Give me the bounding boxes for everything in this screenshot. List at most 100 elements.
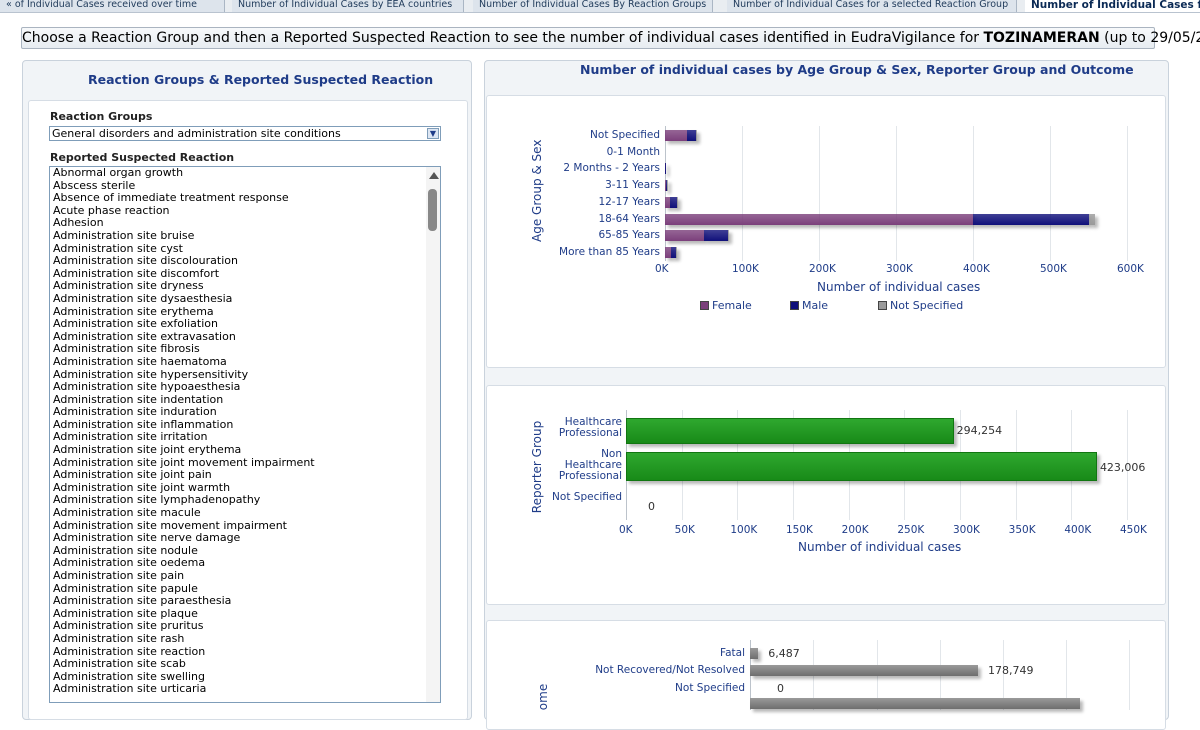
reaction-list-item[interactable]: Administration site joint warmth xyxy=(53,480,231,494)
bar-female xyxy=(665,246,672,258)
tab-label: Number of Individual Cases for a selecte… xyxy=(733,0,1009,10)
bar-not-specified xyxy=(728,230,730,242)
gridline xyxy=(742,126,743,261)
reaction-group-selected: General disorders and administration sit… xyxy=(52,127,341,140)
tab-label: Number of Individual Cases by EEA countr… xyxy=(238,0,453,10)
tab-cases-by-eea-countries[interactable]: Number of Individual Cases by EEA countr… xyxy=(232,0,464,12)
x-tick-label: 200K xyxy=(809,263,836,275)
data-label: 178,749 xyxy=(988,664,1034,677)
reaction-list-item[interactable]: Administration site swelling xyxy=(53,669,205,683)
reaction-list-item[interactable]: Abnormal organ growth xyxy=(53,166,184,179)
y-tick-label: Not Specified xyxy=(675,682,745,694)
tab-cases-for-reaction[interactable]: Number of Individual Cases for xyxy=(1025,0,1200,12)
reaction-list-item[interactable]: Administration site joint erythema xyxy=(53,443,242,457)
y-tick-label: 65-85 Years xyxy=(598,229,660,242)
x-tick-label: 400K xyxy=(963,263,990,275)
x-tick-label: 350K xyxy=(1008,524,1036,536)
x-tick-label: 600K xyxy=(1117,263,1144,275)
reaction-list-item[interactable]: Administration site haematoma xyxy=(53,354,227,368)
reaction-groups-label: Reaction Groups xyxy=(50,110,153,123)
x-tick-label: 100K xyxy=(730,524,758,536)
instruction-banner: Choose a Reaction Group and then a Repor… xyxy=(21,27,1200,49)
reaction-list-item[interactable]: Administration site discolouration xyxy=(53,254,238,268)
dropdown-arrow-icon[interactable]: ▼ xyxy=(427,128,439,139)
reaction-list-item[interactable]: Administration site indentation xyxy=(53,392,224,406)
reaction-list-item[interactable]: Administration site oedema xyxy=(53,556,206,570)
x-tick-label: 300K xyxy=(886,263,913,275)
reaction-list-item[interactable]: Administration site plaque xyxy=(53,606,198,620)
reaction-list-item[interactable]: Administration site reaction xyxy=(53,644,206,658)
reaction-list-item[interactable]: Administration site scab xyxy=(53,657,186,671)
reaction-list-item[interactable]: Administration site hypersensitivity xyxy=(53,367,249,381)
data-label: 423,006 xyxy=(1099,461,1146,474)
reaction-list-item[interactable]: Administration site joint pain xyxy=(53,468,212,482)
y-tick-label: Non Healthcare Professional xyxy=(558,448,622,482)
reaction-list-item[interactable]: Administration site dysaesthesia xyxy=(53,291,233,305)
reaction-list-item[interactable]: Administration site induration xyxy=(53,405,217,419)
tab-cases-selected-reaction-group[interactable]: Number of Individual Cases for a selecte… xyxy=(727,0,1017,12)
tab-label: Number of Individual Cases By Reaction G… xyxy=(479,0,707,10)
reaction-list-item[interactable]: Administration site fibrosis xyxy=(53,342,200,356)
reaction-list-item[interactable]: Administration site irritation xyxy=(53,430,208,444)
legend-label: Not Specified xyxy=(890,299,964,312)
y-tick-label: Fatal xyxy=(720,647,745,659)
reaction-list-item[interactable]: Administration site extravasation xyxy=(53,329,236,343)
legend-item: Female xyxy=(700,299,752,312)
reaction-list-item[interactable]: Administration site cyst xyxy=(53,241,183,255)
data-label: 0 xyxy=(777,682,784,695)
data-label: 294,254 xyxy=(956,424,1003,437)
reaction-list-item[interactable]: Administration site bruise xyxy=(53,228,195,242)
chevron-left-icon[interactable]: « xyxy=(6,0,12,10)
report-tab-bar: «of Individual Cases received over time … xyxy=(0,0,1200,13)
x-tick-label: 50K xyxy=(674,524,695,536)
scroll-thumb[interactable] xyxy=(428,189,437,231)
y-axis-title: Reporter Group xyxy=(530,420,544,514)
reaction-list-item[interactable]: Administration site urticaria xyxy=(53,682,207,696)
reaction-list-item[interactable]: Administration site paraesthesia xyxy=(53,594,232,608)
bar-male xyxy=(703,230,729,242)
y-axis-title: ome xyxy=(536,683,551,711)
gridline xyxy=(1129,640,1130,710)
gridline xyxy=(819,126,820,261)
list-scrollbar[interactable] xyxy=(426,167,440,702)
reaction-group-select[interactable]: General disorders and administration sit… xyxy=(49,126,441,141)
x-tick-label: 500K xyxy=(1040,263,1067,275)
reported-reaction-label: Reported Suspected Reaction xyxy=(50,151,235,164)
reaction-list-item[interactable]: Administration site pruritus xyxy=(53,619,204,633)
y-tick-label: 12-17 Years xyxy=(598,195,660,208)
outcome-bar xyxy=(750,648,759,659)
reaction-list-item[interactable]: Administration site nodule xyxy=(53,543,198,557)
legend-swatch xyxy=(878,301,887,310)
charts-panel-title: Number of individual cases by Age Group … xyxy=(580,62,1134,77)
reaction-list-item[interactable]: Absence of immediate treatment response xyxy=(53,191,289,205)
reaction-panel-title: Reaction Groups & Reported Suspected Rea… xyxy=(88,72,434,87)
scroll-up-icon[interactable] xyxy=(429,172,439,179)
reaction-list-item[interactable]: Administration site dryness xyxy=(53,279,204,293)
reaction-list-item[interactable]: Administration site exfoliation xyxy=(53,317,218,331)
bar-male xyxy=(666,180,668,192)
tab-label: of Individual Cases received over time xyxy=(14,0,197,10)
reaction-list-item[interactable]: Administration site nerve damage xyxy=(53,531,241,545)
reaction-list-item[interactable]: Administration site discomfort xyxy=(53,266,220,280)
reaction-list-item[interactable]: Administration site hypoaesthesia xyxy=(53,380,241,394)
reaction-list-item[interactable]: Acute phase reaction xyxy=(53,203,170,217)
reaction-list-item[interactable]: Administration site pain xyxy=(53,569,185,582)
tab-cases-over-time[interactable]: «of Individual Cases received over time xyxy=(0,0,225,12)
reaction-list-item[interactable]: Administration site joint movement impai… xyxy=(53,455,315,469)
reaction-list-item[interactable]: Administration site macule xyxy=(53,506,201,520)
reaction-list-item[interactable]: Adhesion xyxy=(53,216,104,230)
reaction-list-item[interactable]: Abscess sterile xyxy=(53,178,136,192)
data-label: 0 xyxy=(648,500,655,513)
reaction-list-item[interactable]: Administration site papule xyxy=(53,581,198,595)
x-tick-label: 150K xyxy=(786,524,813,536)
reported-reaction-list[interactable]: Abnormal organ growth Abscess sterile Abse… xyxy=(49,166,441,703)
reaction-list-item[interactable]: Administration site inflammation xyxy=(53,417,234,431)
tab-cases-by-reaction-groups[interactable]: Number of Individual Cases By Reaction G… xyxy=(473,0,713,12)
y-tick-label: Healthcare Professional xyxy=(558,416,622,439)
bar-female xyxy=(665,130,687,141)
x-tick-label: 0K xyxy=(655,263,669,275)
reaction-list-item[interactable]: Administration site rash xyxy=(53,631,185,645)
reaction-list-item[interactable]: Administration site erythema xyxy=(53,304,214,318)
reaction-list-item[interactable]: Administration site lymphadenopathy xyxy=(53,493,261,507)
reaction-list-item[interactable]: Administration site movement impairment xyxy=(53,518,287,532)
